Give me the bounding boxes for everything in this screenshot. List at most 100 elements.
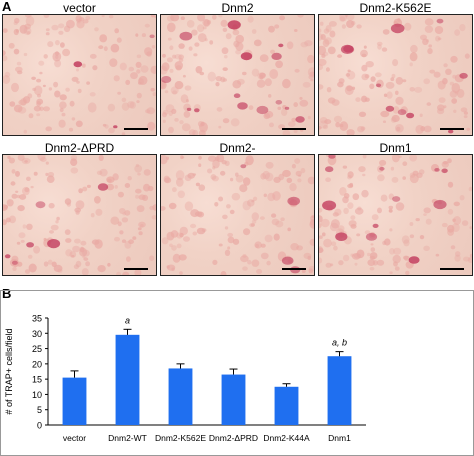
cell <box>212 259 218 265</box>
cell <box>327 46 336 55</box>
cell <box>22 186 30 196</box>
trap-positive-cell <box>4 254 11 259</box>
cell <box>319 64 323 71</box>
cell <box>135 188 142 194</box>
cell-texture <box>319 155 472 275</box>
cell <box>391 73 396 79</box>
cell <box>176 177 184 187</box>
cell <box>180 94 189 103</box>
cell <box>424 18 434 26</box>
cell <box>347 171 354 179</box>
cell <box>358 166 366 173</box>
cell <box>137 78 144 85</box>
cell <box>441 222 448 228</box>
cell <box>198 33 207 43</box>
cell <box>423 78 430 85</box>
cell <box>154 15 156 18</box>
cell <box>230 177 234 182</box>
cell <box>54 90 61 98</box>
cell <box>183 110 191 118</box>
scale-bar <box>124 128 148 130</box>
cell <box>453 109 457 114</box>
cell <box>300 167 306 174</box>
cell <box>403 255 409 260</box>
trap-positive-cell <box>295 116 305 123</box>
cell <box>45 32 50 36</box>
cell <box>54 59 62 68</box>
cell <box>33 171 38 176</box>
cell <box>179 271 183 275</box>
cell <box>362 155 367 159</box>
cell <box>337 81 344 88</box>
cell <box>307 255 312 260</box>
cell <box>51 24 59 31</box>
cell <box>319 235 323 239</box>
cell <box>178 254 187 261</box>
cell <box>171 267 175 272</box>
cell <box>320 218 330 228</box>
y-tick-label: 5 <box>37 405 42 415</box>
cell <box>319 208 323 213</box>
cell <box>377 174 385 182</box>
cell <box>30 185 34 189</box>
cell <box>70 158 78 166</box>
cell <box>367 259 376 266</box>
cell <box>224 249 231 256</box>
cell <box>332 212 339 217</box>
cell <box>224 55 228 59</box>
cell <box>24 15 32 18</box>
cell <box>269 122 274 128</box>
trap-positive-cell <box>179 31 193 41</box>
cell <box>59 107 64 113</box>
cell <box>145 109 151 114</box>
cell <box>256 79 266 88</box>
cell <box>263 112 271 120</box>
cell <box>451 98 458 104</box>
trap-positive-cell <box>325 166 334 173</box>
cell <box>151 215 156 220</box>
cell <box>271 213 277 218</box>
cell <box>3 55 8 62</box>
cell <box>150 65 156 74</box>
trap-positive-cell <box>256 105 269 115</box>
x-tick-label: vector <box>63 433 86 443</box>
cell <box>357 206 362 211</box>
cell <box>4 71 11 78</box>
cell <box>242 200 251 211</box>
cell <box>180 16 185 20</box>
cell <box>172 54 177 59</box>
cell <box>356 24 362 29</box>
cell <box>464 53 470 59</box>
cell <box>79 246 85 253</box>
image-title-vector: vector <box>63 1 96 15</box>
cell <box>76 68 79 72</box>
cell <box>395 96 404 105</box>
cell <box>136 92 142 99</box>
cell <box>166 265 170 269</box>
cell <box>346 85 353 92</box>
trap-positive-cell <box>237 102 248 110</box>
cell <box>410 44 418 53</box>
cell <box>49 230 54 234</box>
cell <box>322 232 326 237</box>
cell <box>243 177 251 186</box>
cell <box>329 30 336 38</box>
cell <box>416 172 423 178</box>
cell <box>215 82 220 87</box>
cell <box>330 263 334 267</box>
y-tick-label: 25 <box>32 344 42 354</box>
trap-positive-cell <box>375 83 382 88</box>
trap-positive-cell <box>186 107 192 111</box>
cell <box>121 102 130 111</box>
cell <box>68 127 74 132</box>
cell <box>251 199 255 203</box>
cell <box>449 81 455 86</box>
cell <box>3 204 8 211</box>
cell <box>125 79 131 85</box>
cell <box>214 202 219 207</box>
cell <box>149 255 155 261</box>
cell <box>185 99 189 103</box>
cell <box>172 90 178 95</box>
trap-positive-cell <box>434 168 440 172</box>
trap-positive-cell <box>278 43 284 48</box>
